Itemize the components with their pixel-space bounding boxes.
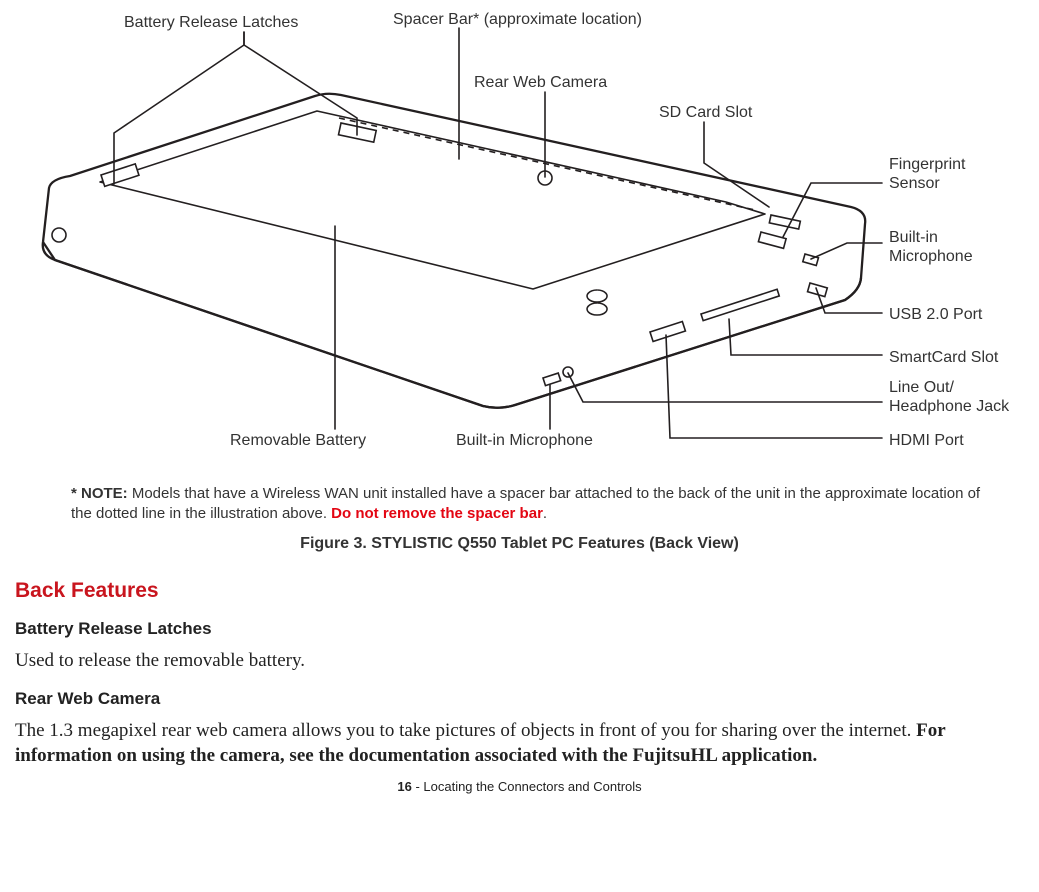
- figure-caption: Figure 3. STYLISTIC Q550 Tablet PC Featu…: [15, 535, 1024, 553]
- callout-builtin-mic-b: Built-in Microphone: [456, 431, 593, 450]
- note-warning: Do not remove the spacer bar: [331, 505, 543, 522]
- callout-removable-batt: Removable Battery: [230, 431, 366, 450]
- section-heading: Back Features: [15, 579, 1024, 603]
- note-tail: .: [543, 505, 547, 522]
- note-prefix: * NOTE:: [71, 485, 128, 502]
- callout-sd-card: SD Card Slot: [659, 103, 752, 122]
- callout-smartcard: SmartCard Slot: [889, 348, 998, 367]
- callout-hdmi: HDMI Port: [889, 431, 964, 450]
- feature-body: The 1.3 megapixel rear web camera allows…: [15, 719, 1024, 768]
- callout-lineout: Line Out/ Headphone Jack: [889, 378, 1009, 416]
- callout-spacer-bar: Spacer Bar* (approximate location): [393, 10, 642, 29]
- leader-line: [568, 373, 882, 402]
- feature-title: Rear Web Camera: [15, 689, 1024, 709]
- footer-title: Locating the Connectors and Controls: [423, 779, 641, 794]
- callout-builtin-mic-r: Built-in Microphone: [889, 228, 973, 266]
- callout-rear-web-cam: Rear Web Camera: [474, 73, 607, 92]
- feature-body: Used to release the removable battery.: [15, 649, 1024, 674]
- feature-title: Battery Release Latches: [15, 619, 1024, 639]
- page-footer: 16 - Locating the Connectors and Control…: [15, 779, 1024, 794]
- footer-sep: -: [412, 779, 424, 794]
- leader-line: [666, 335, 882, 438]
- callout-battery-release: Battery Release Latches: [124, 13, 298, 32]
- page-number: 16: [397, 779, 411, 794]
- note-paragraph: * NOTE: Models that have a Wireless WAN …: [71, 484, 984, 525]
- callout-usb: USB 2.0 Port: [889, 305, 982, 324]
- diagram-container: Battery Release Latches Spacer Bar* (appr…: [15, 10, 1015, 480]
- callout-fingerprint: Fingerprint Sensor: [889, 155, 965, 193]
